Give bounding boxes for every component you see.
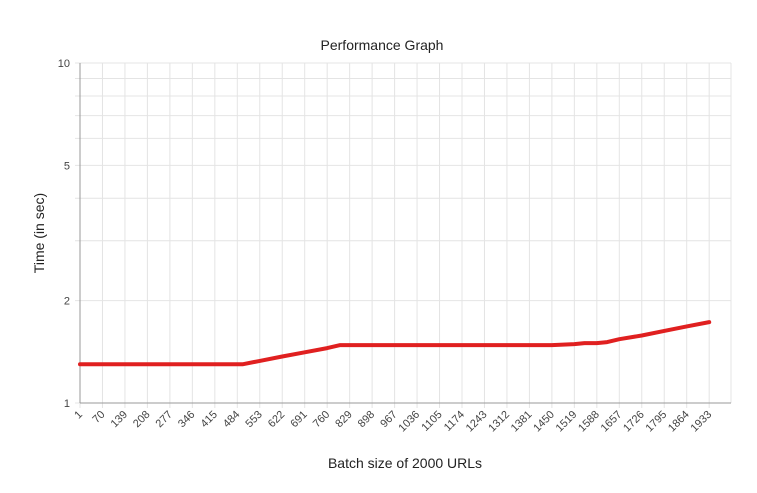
x-tick-label: 484	[221, 409, 242, 430]
grid	[75, 62, 732, 408]
x-tick-label: 139	[109, 409, 130, 430]
x-tick-label: 1657	[599, 409, 625, 435]
x-tick-label: 1105	[419, 409, 444, 434]
x-tick-label: 277	[154, 409, 175, 430]
x-tick-label: 1726	[621, 409, 647, 435]
x-tick-label: 622	[266, 409, 287, 430]
x-tick-label: 829	[333, 409, 354, 430]
series-layer	[78, 320, 712, 367]
y-tick-label: 2	[64, 296, 70, 308]
series-line	[78, 320, 712, 367]
x-tick-label: 1381	[509, 409, 535, 435]
x-tick-label: 1036	[396, 409, 422, 435]
y-axis-label: Time (in sec)	[31, 193, 47, 273]
x-tick-label: 1519	[554, 409, 580, 435]
x-tick-label: 415	[198, 409, 219, 430]
x-tick-label: 553	[243, 409, 264, 430]
x-tick-label: 1174	[442, 409, 467, 434]
y-tick-label: 1	[64, 398, 70, 410]
x-tick-label: 1312	[486, 409, 512, 435]
x-tick-label: 70	[90, 409, 107, 426]
x-tick-label: 208	[131, 409, 152, 430]
x-tick-label: 898	[356, 409, 377, 430]
x-tick-label: 691	[288, 409, 309, 430]
x-tick-label: 1	[72, 409, 85, 422]
x-tick-label: 760	[311, 409, 332, 430]
x-tick-label: 1450	[531, 409, 557, 435]
chart-title: Performance Graph	[321, 37, 444, 53]
x-tick-labels: 1 70 139 208 277 346 415 484 553 622 691 760 829 898 9…	[72, 409, 714, 435]
x-tick-label: 1933	[689, 409, 715, 435]
x-tick-label: 346	[176, 409, 197, 430]
x-tick-label: 1243	[464, 409, 490, 435]
x-tick-label: 1588	[576, 409, 602, 435]
y-tick-label: 5	[64, 160, 70, 172]
x-tick-label: 1795	[644, 409, 670, 435]
x-axis-label: Batch size of 2000 URLs	[328, 455, 482, 471]
y-tick-labels: 1 2 5 10	[58, 58, 70, 410]
axes	[79, 63, 731, 404]
x-tick-label: 1864	[666, 409, 692, 435]
y-tick-label: 10	[58, 58, 70, 70]
